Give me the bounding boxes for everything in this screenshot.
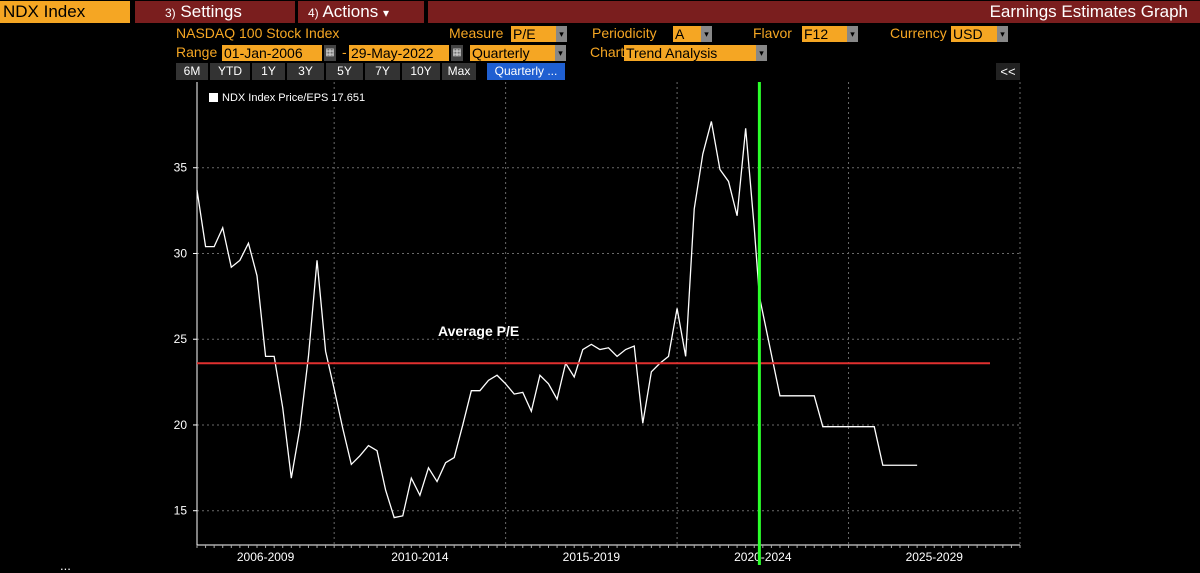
currency-value: USD: [953, 26, 983, 42]
currency-label: Currency: [890, 25, 947, 41]
range-end-field[interactable]: 29-May-2022: [349, 45, 449, 61]
periodicity-select[interactable]: A: [673, 26, 701, 42]
chart-label: Chart: [590, 44, 625, 60]
y-tick-label: 35: [174, 161, 188, 175]
series-line-price-eps: [196, 121, 918, 519]
security-name: NASDAQ 100 Stock Index: [176, 25, 340, 41]
screen-title: Earnings Estimates Graph: [428, 1, 1200, 23]
x-group-label: 2010-2014: [391, 550, 449, 564]
periodicity-label: Periodicity: [592, 25, 657, 41]
frequency-dropdown-icon[interactable]: ▾: [555, 45, 566, 61]
x-group-label: 2015-2019: [563, 550, 621, 564]
settings-button[interactable]: 3) Settings: [135, 1, 295, 23]
chart-type-dropdown-icon[interactable]: ▾: [756, 45, 767, 61]
range-frequency-select[interactable]: Quarterly: [470, 45, 555, 61]
actions-button[interactable]: 4) Actions ▾: [298, 1, 424, 23]
period-button-6m[interactable]: 6M: [176, 63, 208, 80]
range-start-field[interactable]: 01-Jan-2006: [222, 45, 322, 61]
range-frequency-value: Quarterly: [472, 45, 530, 61]
calendar-icon[interactable]: ▦: [451, 45, 463, 61]
period-button-3y[interactable]: 3Y: [287, 63, 324, 80]
chart-axes: [196, 82, 1020, 546]
chart-grid: [197, 82, 1021, 545]
y-axis-ticks: 15 20 25 30 35: [174, 161, 197, 518]
period-button-5y[interactable]: 5Y: [326, 63, 363, 80]
settings-label: Settings: [180, 2, 242, 21]
flavor-value: F12: [804, 26, 829, 42]
period-button-quarterly[interactable]: Quarterly ...: [487, 63, 565, 80]
range-start-value: 01-Jan-2006: [224, 45, 303, 61]
x-group-label: 2020-2024: [734, 550, 792, 564]
calendar-icon[interactable]: ▦: [324, 45, 336, 61]
x-group-label: 2025-2029: [906, 550, 964, 564]
periodicity-dropdown-icon[interactable]: ▾: [701, 26, 712, 42]
measure-dropdown-icon[interactable]: ▾: [556, 26, 567, 42]
periodicity-value: A: [675, 26, 685, 42]
ticker-label: NDX Index: [3, 2, 86, 21]
ticker-field[interactable]: NDX Index: [0, 1, 130, 23]
chart-type-select[interactable]: Trend Analysis: [624, 45, 756, 61]
period-button-max[interactable]: Max: [442, 63, 476, 80]
range-separator: -: [342, 44, 347, 60]
actions-number: 4): [308, 6, 319, 20]
actions-label: Actions: [322, 2, 379, 21]
average-pe-annotation: Average P/E: [438, 323, 520, 339]
y-tick-label: 30: [174, 246, 188, 260]
y-tick-label: 20: [174, 418, 188, 432]
settings-number: 3): [165, 6, 176, 20]
currency-dropdown-icon[interactable]: ▾: [997, 26, 1008, 42]
chart-type-value: Trend Analysis: [626, 45, 718, 61]
flavor-select[interactable]: F12: [802, 26, 847, 42]
period-button-1y[interactable]: 1Y: [252, 63, 285, 80]
screen-title-label: Earnings Estimates Graph: [989, 2, 1188, 21]
period-button-7y[interactable]: 7Y: [365, 63, 400, 80]
flavor-label: Flavor: [753, 25, 792, 41]
top-toolbar: NDX Index 3) Settings 4) Actions ▾ Earni…: [0, 0, 1200, 24]
currency-select[interactable]: USD: [951, 26, 997, 42]
legend-swatch: [209, 93, 218, 102]
range-end-value: 29-May-2022: [351, 45, 434, 61]
x-axis-groups: 2006-2009 2010-2014 2015-2019 2020-2024 2025…: [196, 545, 1021, 564]
period-button-10y[interactable]: 10Y: [402, 63, 440, 80]
flavor-dropdown-icon[interactable]: ▾: [847, 26, 858, 42]
period-button-ytd[interactable]: YTD: [210, 63, 250, 80]
chart-marks: [196, 82, 990, 565]
collapse-panel-icon[interactable]: <<: [996, 63, 1020, 80]
measure-label: Measure: [449, 25, 504, 41]
y-tick-label: 15: [174, 504, 188, 518]
y-tick-label: 25: [174, 332, 188, 346]
range-label: Range: [176, 44, 218, 60]
measure-select[interactable]: P/E: [511, 26, 556, 42]
chart-legend: NDX Index Price/EPS 17.651: [205, 90, 370, 106]
measure-value: P/E: [513, 26, 536, 42]
actions-caret-icon: ▾: [382, 6, 389, 20]
legend-label: NDX Index Price/EPS 17.651: [222, 92, 366, 104]
x-group-label: 2006-2009: [237, 550, 295, 564]
